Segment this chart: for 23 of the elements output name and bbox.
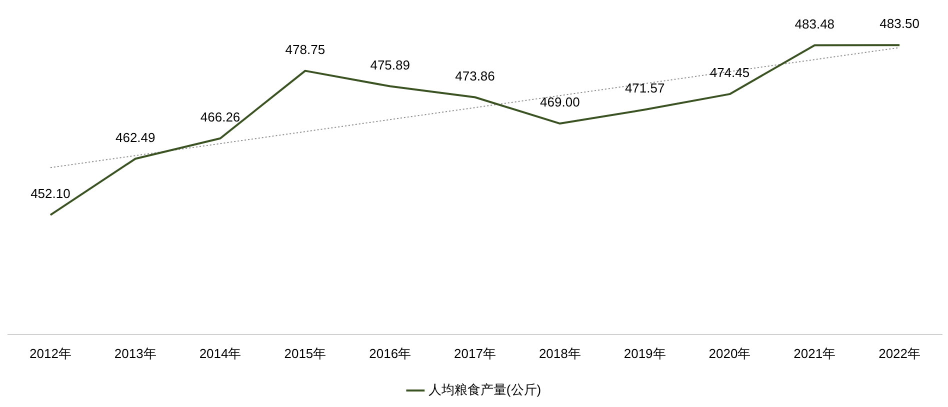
data-label: 478.75: [285, 42, 326, 57]
x-tick-label: 2017年: [454, 346, 496, 361]
data-label: 475.89: [370, 57, 410, 72]
x-tick-label: 2019年: [624, 346, 666, 361]
data-label: 483.48: [794, 16, 835, 32]
legend-label: 人均粮食产量(公斤): [428, 382, 542, 398]
data-label: 452.10: [30, 186, 70, 201]
x-tick-label: 2012年: [29, 346, 72, 361]
x-tick-label: 2013年: [114, 346, 156, 361]
data-label: 462.49: [115, 130, 156, 145]
x-tick-label: 2015年: [284, 346, 326, 361]
x-tick-label: 2018年: [538, 346, 581, 361]
data-label: 474.45: [710, 65, 750, 80]
data-label: 471.57: [624, 80, 665, 96]
x-tick-label: 2014年: [199, 346, 242, 361]
x-tick-label: 2022年: [878, 346, 921, 361]
data-label: 466.26: [200, 109, 240, 124]
data-label: 473.86: [455, 68, 495, 84]
x-tick-label: 2020年: [708, 346, 751, 361]
x-tick-label: 2021年: [794, 346, 836, 361]
data-label: 483.50: [880, 16, 920, 32]
data-label: 469.00: [540, 94, 580, 110]
x-tick-label: 2016年: [369, 346, 412, 361]
